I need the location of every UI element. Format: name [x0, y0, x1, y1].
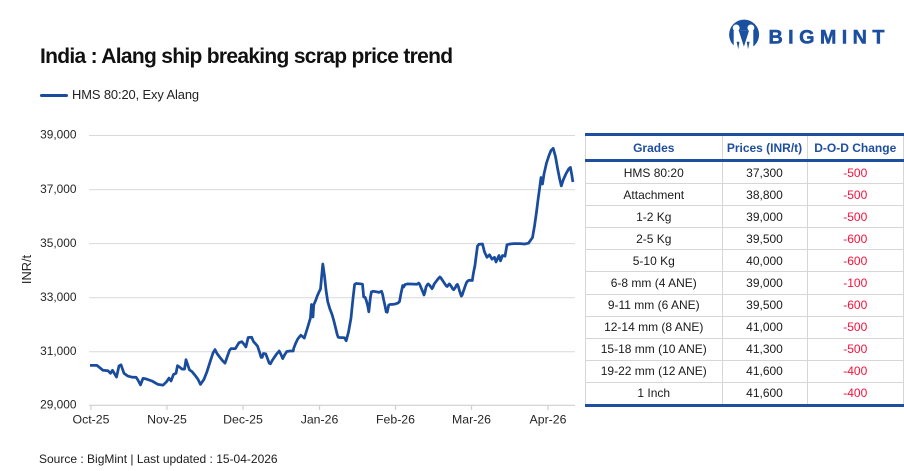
- svg-text:Feb-26: Feb-26: [376, 412, 415, 426]
- svg-text:Jan-26: Jan-26: [301, 412, 339, 426]
- svg-text:29,000: 29,000: [40, 398, 77, 412]
- svg-text:Oct-25: Oct-25: [73, 412, 110, 426]
- svg-text:INR/t: INR/t: [19, 254, 34, 284]
- svg-text:Apr-26: Apr-26: [530, 412, 567, 426]
- svg-text:31,000: 31,000: [40, 344, 77, 358]
- svg-text:33,000: 33,000: [40, 290, 77, 304]
- svg-text:39,000: 39,000: [40, 128, 77, 142]
- svg-text:37,000: 37,000: [40, 182, 77, 196]
- svg-text:35,000: 35,000: [40, 236, 77, 250]
- svg-text:Nov-25: Nov-25: [147, 412, 187, 426]
- svg-text:BIGMINT: BIGMINT: [769, 27, 890, 49]
- svg-text:Dec-25: Dec-25: [223, 412, 263, 426]
- svg-text:Mar-26: Mar-26: [452, 412, 491, 426]
